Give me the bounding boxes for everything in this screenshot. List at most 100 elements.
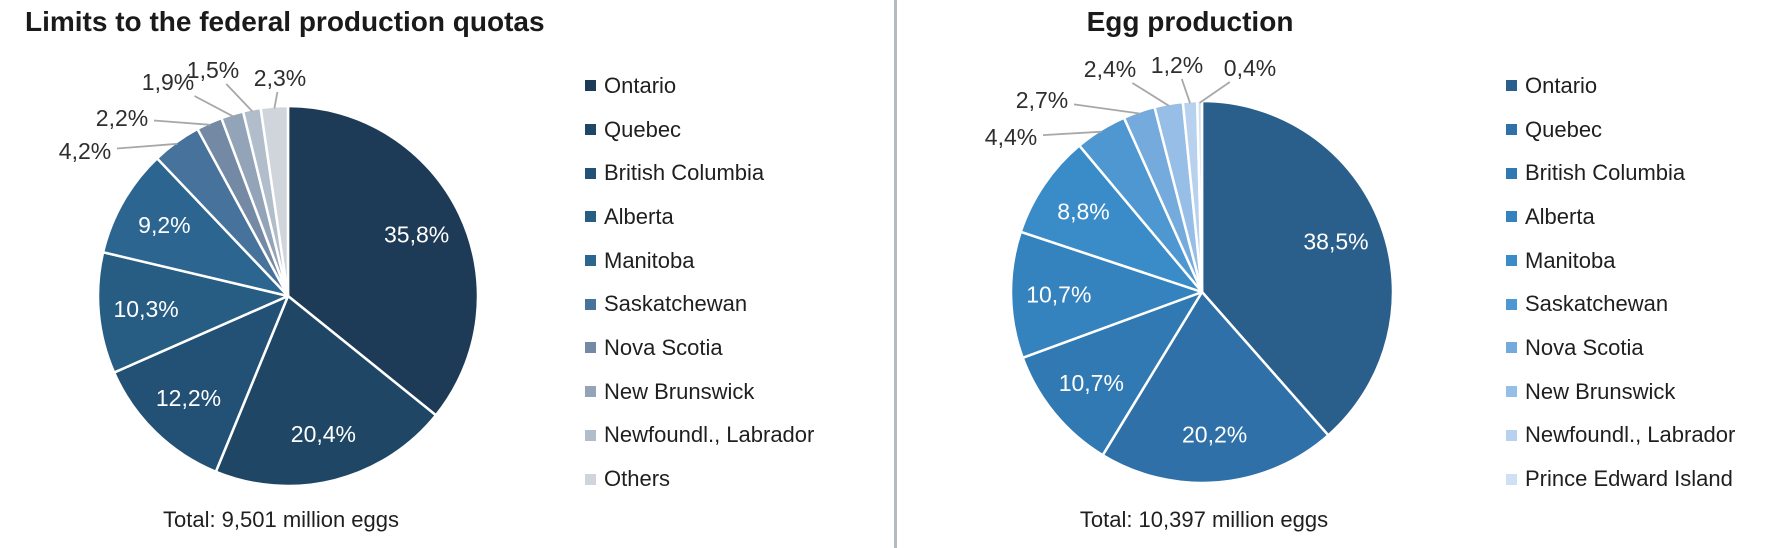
pie-slice-british-columbia	[1021, 290, 1204, 457]
legend-label-new-brunswick: New Brunswick	[604, 378, 755, 404]
leader-line-new-brunswick	[1131, 82, 1170, 107]
pie-slice-quebec	[1101, 290, 1330, 485]
leader-line-newfoundl-labrador	[225, 83, 253, 112]
slice-value-label-british-columbia: 12,2%	[156, 385, 221, 411]
legend-swatch-british-columbia	[1506, 167, 1517, 179]
quota-chart-title: Limits to the federal production quotas	[25, 6, 545, 37]
legend-label-quebec: Quebec	[604, 116, 682, 142]
slice-value-label-nova-scotia: 2,2%	[96, 105, 148, 131]
pie-slice-ontario	[1200, 99, 1395, 437]
slice-value-label-ontario: 35,8%	[384, 222, 449, 248]
slice-value-label-manitoba: 9,2%	[138, 212, 190, 238]
legend-item-quebec: Quebec	[585, 108, 814, 152]
leader-line-saskatchewan	[1042, 130, 1102, 136]
legend-swatch-others	[585, 473, 596, 485]
legend-label-others: Others	[604, 466, 671, 492]
legend-item-newfoundl-labrador: Newfoundl., Labrador	[1506, 414, 1735, 458]
slice-value-label-alberta: 10,3%	[113, 296, 178, 322]
legend-label-alberta: Alberta	[604, 203, 674, 229]
legend-swatch-manitoba	[1506, 255, 1517, 267]
legend-item-new-brunswick: New Brunswick	[1506, 370, 1735, 414]
legend-swatch-british-columbia	[585, 167, 596, 179]
legend-swatch-nova-scotia	[585, 342, 596, 354]
legend-label-manitoba: Manitoba	[604, 247, 695, 273]
legend-item-quebec: Quebec	[1506, 108, 1735, 152]
legend-label-prince-edward-island: Prince Edward Island	[1525, 466, 1733, 492]
legend-item-newfoundl-labrador: Newfoundl., Labrador	[585, 414, 814, 458]
legend-swatch-prince-edward-island	[1506, 473, 1517, 485]
slice-value-label-alberta: 10,7%	[1026, 281, 1091, 307]
legend-label-newfoundl-labrador: Newfoundl., Labrador	[1525, 422, 1736, 448]
legend-swatch-ontario	[585, 80, 596, 92]
legend-item-manitoba: Manitoba	[1506, 239, 1735, 283]
slice-value-label-new-brunswick: 2,4%	[1084, 56, 1136, 82]
leader-line-others	[273, 91, 279, 109]
pie-slice-manitoba	[1019, 144, 1204, 294]
legend-label-newfoundl-labrador: Newfoundl., Labrador	[604, 422, 815, 448]
slice-value-label-others: 2,3%	[254, 65, 306, 91]
production-legend: Ontario Quebec British Columbia Alberta Mani…	[1506, 64, 1735, 501]
legend-item-new-brunswick: New Brunswick	[585, 370, 814, 414]
pie-slice-alberta	[1009, 230, 1204, 360]
legend-label-nova-scotia: Nova Scotia	[1525, 334, 1644, 360]
legend-label-new-brunswick: New Brunswick	[1525, 378, 1676, 404]
legend-item-nova-scotia: Nova Scotia	[1506, 326, 1735, 370]
pie-slice-manitoba	[101, 157, 290, 298]
legend-swatch-newfoundl-labrador	[585, 429, 596, 441]
slice-value-label-british-columbia: 10,7%	[1059, 370, 1124, 396]
legend-swatch-quebec	[585, 124, 596, 136]
leader-line-nova-scotia	[153, 119, 211, 126]
slice-value-label-quebec: 20,4%	[291, 421, 356, 447]
slice-value-label-new-brunswick: 1,9%	[142, 69, 194, 95]
quota-total-label: Total: 9,501 million eggs	[162, 507, 400, 532]
legend-item-british-columbia: British Columbia	[585, 151, 814, 195]
production-chart-title: Egg production	[1086, 6, 1294, 37]
legend-item-ontario: Ontario	[585, 64, 814, 108]
legend-swatch-nova-scotia	[1506, 342, 1517, 354]
legend-swatch-saskatchewan	[1506, 298, 1517, 310]
pie-slice-quebec	[214, 294, 438, 488]
pie-labels-1: 38,5% 20,2% 10,7% 10,7% 8,8% 4,4% 2,7% 2,4% 1,2%…	[985, 52, 1369, 448]
legend-swatch-saskatchewan	[585, 298, 596, 310]
legend-item-saskatchewan: Saskatchewan	[585, 282, 814, 326]
legend-item-alberta: Alberta	[585, 195, 814, 239]
legend-item-nova-scotia: Nova Scotia	[585, 326, 814, 370]
slice-value-label-newfoundl-labrador: 1,2%	[1151, 52, 1203, 78]
legend-item-saskatchewan: Saskatchewan	[1506, 282, 1735, 326]
legend-item-alberta: Alberta	[1506, 195, 1735, 239]
legend-item-ontario: Ontario	[1506, 64, 1735, 108]
pie-slice-british-columbia	[112, 294, 290, 474]
legend-swatch-newfoundl-labrador	[1506, 429, 1517, 441]
leader-line-saskatchewan	[116, 142, 178, 150]
slice-value-label-prince-edward-island: 0,4%	[1224, 55, 1276, 81]
leader-line-new-brunswick	[194, 95, 234, 117]
pie-slice-alberta	[96, 250, 290, 374]
leader-line-newfoundl-labrador	[1180, 78, 1191, 104]
legend-label-alberta: Alberta	[1525, 203, 1595, 229]
panel-divider	[894, 0, 897, 548]
pie-chart-0	[96, 104, 480, 488]
slice-value-label-nova-scotia: 2,7%	[1016, 87, 1068, 113]
production-total-label: Total: 10,397 million eggs	[1079, 507, 1329, 532]
legend-label-ontario: Ontario	[1525, 72, 1598, 98]
legend-label-saskatchewan: Saskatchewan	[604, 291, 748, 317]
legend-swatch-new-brunswick	[585, 386, 596, 398]
pie-labels-0: 35,8% 20,4% 12,2% 10,3% 9,2% 4,2% 2,2% 1,9%1,5%…	[59, 57, 449, 447]
legend-label-british-columbia: British Columbia	[604, 160, 765, 186]
leader-line-nova-scotia	[1073, 103, 1140, 115]
legend-label-quebec: Quebec	[1525, 116, 1603, 142]
legend-label-british-columbia: British Columbia	[1525, 160, 1686, 186]
slice-value-label-quebec: 20,2%	[1182, 422, 1247, 448]
slice-value-label-newfoundl-labrador: 1,5%	[187, 57, 239, 83]
legend-swatch-ontario	[1506, 80, 1517, 92]
legend-swatch-quebec	[1506, 124, 1517, 136]
legend-swatch-alberta	[585, 211, 596, 223]
legend-item-british-columbia: British Columbia	[1506, 151, 1735, 195]
legend-swatch-manitoba	[585, 255, 596, 267]
slice-value-label-saskatchewan: 4,2%	[59, 138, 111, 164]
legend-label-ontario: Ontario	[604, 72, 677, 98]
legend-item-manitoba: Manitoba	[585, 239, 814, 283]
legend-label-nova-scotia: Nova Scotia	[604, 334, 723, 360]
slice-value-label-ontario: 38,5%	[1303, 228, 1368, 254]
